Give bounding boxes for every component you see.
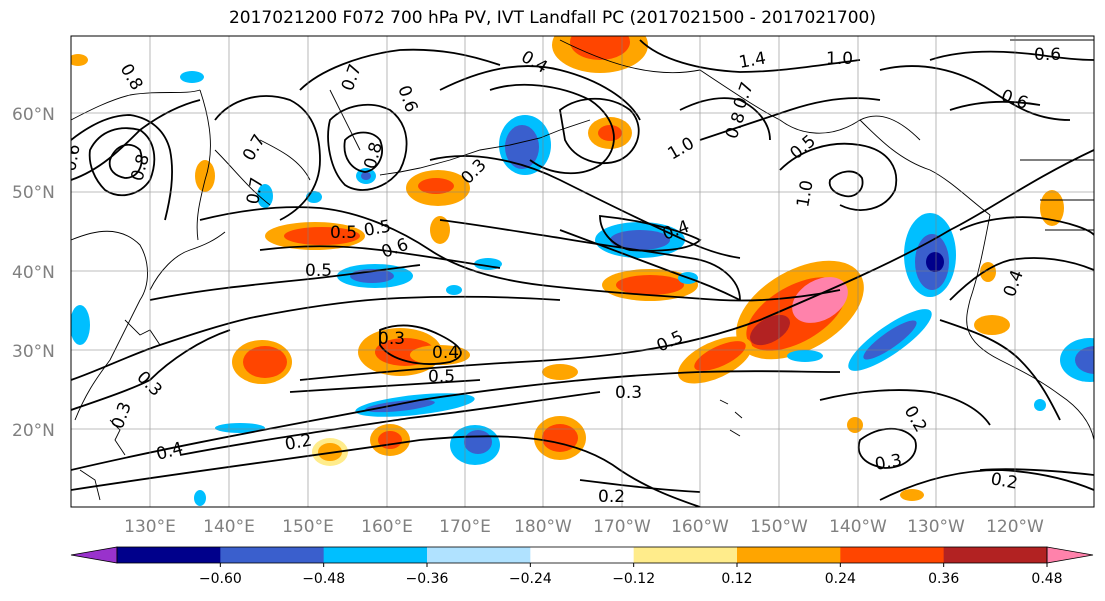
contour-label: 0.2 [989, 469, 1019, 493]
lat-label: 30°N [12, 342, 55, 362]
lon-label: 120°W [986, 517, 1044, 537]
lon-label: 150°E [282, 517, 334, 537]
contour-label: 0.6 [1034, 45, 1061, 65]
contour-label: 0.6 [60, 143, 84, 173]
colorbar-tick-label: −0.60 [199, 571, 242, 587]
lat-label: 20°N [12, 421, 55, 441]
contour-label: 1.0 [826, 49, 853, 69]
colorbar-cell [220, 547, 325, 563]
lon-label: 180°W [514, 517, 572, 537]
colorbar-cell [530, 547, 635, 563]
contour-label: 0.2 [283, 431, 313, 455]
contour-label: 0.5 [305, 261, 332, 281]
contour-label: 0.3 [378, 329, 405, 349]
lon-label: 160°W [671, 517, 729, 537]
colorbar-tick-label: −0.12 [612, 571, 655, 587]
contour-label: 1.4 [737, 49, 767, 73]
contour-label: 0.4 [432, 343, 459, 363]
colorbar-cell [943, 547, 1048, 563]
lon-label: 130°W [907, 517, 965, 537]
lon-label: 140°W [829, 517, 887, 537]
lat-label: 50°N [12, 183, 55, 203]
colorbar-cell [633, 547, 738, 563]
colorbar-tick-label: −0.24 [509, 571, 552, 587]
colorbar-tick-label: 0.12 [721, 571, 752, 587]
colorbar-cell [737, 547, 841, 563]
graticule [71, 36, 1094, 507]
coastlines [71, 39, 1094, 501]
longitude-labels: 130°E 140°E 150°E 160°E 170°E 180°W 170°… [124, 517, 1044, 537]
lon-label: 160°E [361, 517, 413, 537]
contour-label: 0.5 [428, 367, 455, 387]
contour-label: 0.5 [330, 223, 357, 243]
colorbar-extend-left [70, 546, 118, 564]
colorbar-tick-label: −0.36 [406, 571, 449, 587]
colorbar-tick-label: 0.24 [825, 571, 856, 587]
lon-label: 130°E [124, 517, 176, 537]
lon-label: 140°E [203, 517, 255, 537]
contour-label: 1.0 [793, 179, 817, 209]
colorbar-cell [323, 547, 428, 563]
contour-label: 0.3 [615, 383, 642, 403]
colorbar-tick-label: −0.48 [302, 571, 345, 587]
colorbar: −0.60 −0.48 −0.36 −0.24 −0.12 0.12 0.24 0.36 0.4… [70, 546, 1094, 587]
contour-label: 0.3 [873, 451, 903, 475]
colorbar-cell [427, 547, 531, 563]
contour-label: 0.5 [362, 217, 392, 241]
colorbar-tick-label: 0.36 [928, 571, 959, 587]
colorbar-cell [840, 547, 945, 563]
lat-label: 40°N [12, 263, 55, 283]
contour-label: 0.7 [243, 176, 267, 206]
colorbar-outline [116, 546, 1048, 564]
latitude-labels: 60°N 50°N 40°N 30°N 20°N [12, 105, 55, 441]
lon-label: 150°W [750, 517, 808, 537]
lon-label: 170°E [439, 517, 491, 537]
map-frame [70, 35, 1095, 508]
lat-label: 60°N [12, 105, 55, 125]
colorbar-cell [117, 547, 221, 563]
lon-label: 170°W [593, 517, 651, 537]
colorbar-tick-label: 0.48 [1031, 571, 1062, 587]
contour-label: 0.2 [598, 487, 625, 507]
map-title: 2017021200 F072 700 hPa PV, IVT Landfall… [228, 8, 876, 28]
contour-labels: 0.8 0.7 0.6 0.8 0.7 0.6 0.5 0.4 0.8 0.7 … [60, 45, 1061, 507]
colorbar-extend-right [1046, 546, 1094, 564]
